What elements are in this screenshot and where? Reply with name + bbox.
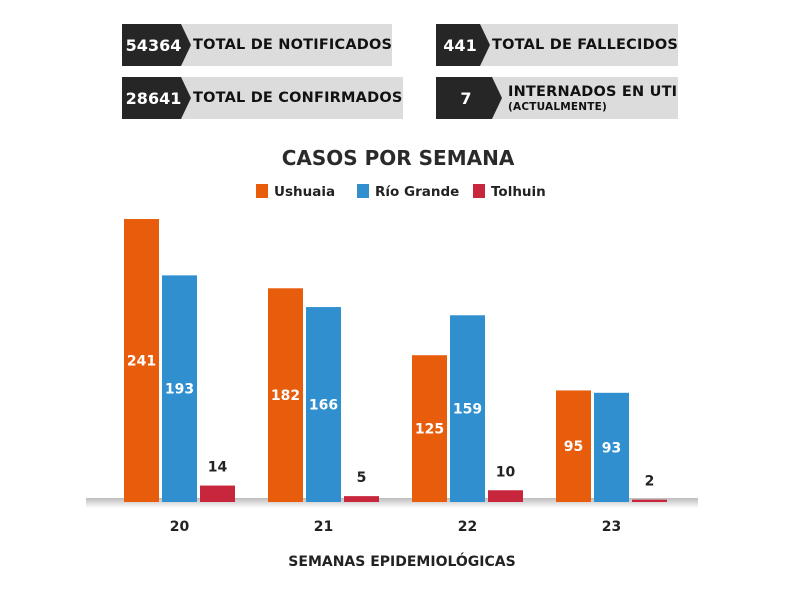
bar-label-ushuaia-20: 241 [127, 354, 156, 370]
bar-label-rio-grande-23: 93 [602, 440, 621, 456]
chart-legend: Ushuaia Río Grande Tolhuin [256, 184, 546, 200]
legend-swatch-ushuaia [256, 184, 268, 198]
stat-sublabel: (ACTUALMENTE) [508, 100, 607, 113]
legend-label-ushuaia: Ushuaia [274, 184, 335, 200]
bar-tolhuin-21 [344, 496, 379, 502]
stat-label: TOTAL DE CONFIRMADOS [191, 77, 403, 119]
stat-arrow [181, 77, 191, 119]
bar-label-tolhuin-22: 10 [496, 464, 516, 480]
bar-tolhuin-20 [200, 485, 235, 502]
bar-label-ushuaia-23: 95 [564, 439, 583, 455]
bar-ushuaia-22 [412, 355, 447, 502]
stat-arrow [181, 24, 191, 66]
stat-arrow [480, 24, 491, 66]
bar-ushuaia-23 [556, 390, 591, 502]
bar-label-rio-grande-22: 159 [453, 402, 482, 418]
bar-label-tolhuin-21: 5 [357, 470, 367, 486]
chart-baseline-shadow [86, 498, 698, 508]
stat-total-fallecidos: 441 TOTAL DE FALLECIDOS [436, 24, 678, 66]
bar-rio-grande-20 [162, 275, 197, 502]
bar-rio-grande-21 [306, 307, 341, 502]
stat-value: 441 [436, 24, 481, 66]
stat-internados-uti: 7 INTERNADOS EN UTI (ACTUALMENTE) [436, 77, 678, 119]
stat-value: 28641 [122, 77, 181, 119]
stat-label-text: TOTAL DE FALLECIDOS [492, 37, 678, 53]
bar-label-rio-grande-20: 193 [165, 382, 194, 398]
stat-label-text: INTERNADOS EN UTI [508, 83, 678, 100]
bar-rio-grande-22 [450, 315, 485, 502]
x-tick-20: 20 [170, 519, 190, 535]
chart-title: CASOS POR SEMANA [282, 146, 515, 170]
stat-label: INTERNADOS EN UTI (ACTUALMENTE) [502, 77, 678, 119]
legend-swatch-rio-grande [357, 184, 369, 198]
stat-value: 54364 [122, 24, 181, 66]
chart-x-ticks: 20 21 22 23 [170, 519, 621, 535]
x-tick-23: 23 [602, 519, 621, 535]
bar-label-ushuaia-21: 182 [271, 388, 300, 404]
stat-label-text: TOTAL DE CONFIRMADOS [193, 90, 403, 106]
bar-ushuaia-20 [124, 219, 159, 502]
stat-total-confirmados: 28641 TOTAL DE CONFIRMADOS [122, 77, 403, 119]
bar-label-ushuaia-22: 125 [415, 422, 444, 438]
bar-label-rio-grande-21: 166 [309, 398, 338, 414]
stat-label: TOTAL DE NOTIFICADOS [191, 24, 393, 66]
x-tick-21: 21 [314, 519, 333, 535]
stat-total-notificados: 54364 TOTAL DE NOTIFICADOS [122, 24, 393, 66]
stat-label: TOTAL DE FALLECIDOS [490, 24, 678, 66]
legend-swatch-tolhuin [473, 184, 485, 198]
legend-label-rio-grande: Río Grande [375, 184, 459, 200]
bar-label-tolhuin-20: 14 [208, 460, 228, 476]
stat-label-text: TOTAL DE NOTIFICADOS [193, 37, 393, 53]
legend-label-tolhuin: Tolhuin [491, 184, 546, 200]
bar-label-tolhuin-23: 2 [645, 474, 655, 490]
chart-bars: 241 193 14 182 166 5 125 159 10 95 93 2 [124, 219, 667, 502]
x-tick-22: 22 [458, 519, 477, 535]
stat-arrow [492, 77, 502, 119]
bar-tolhuin-23 [632, 499, 667, 502]
bar-ushuaia-21 [268, 288, 303, 502]
stat-value: 7 [436, 77, 492, 119]
bar-rio-grande-23 [594, 392, 629, 502]
bar-tolhuin-22 [488, 490, 523, 502]
x-axis-label: SEMANAS EPIDEMIOLÓGICAS [288, 552, 515, 570]
